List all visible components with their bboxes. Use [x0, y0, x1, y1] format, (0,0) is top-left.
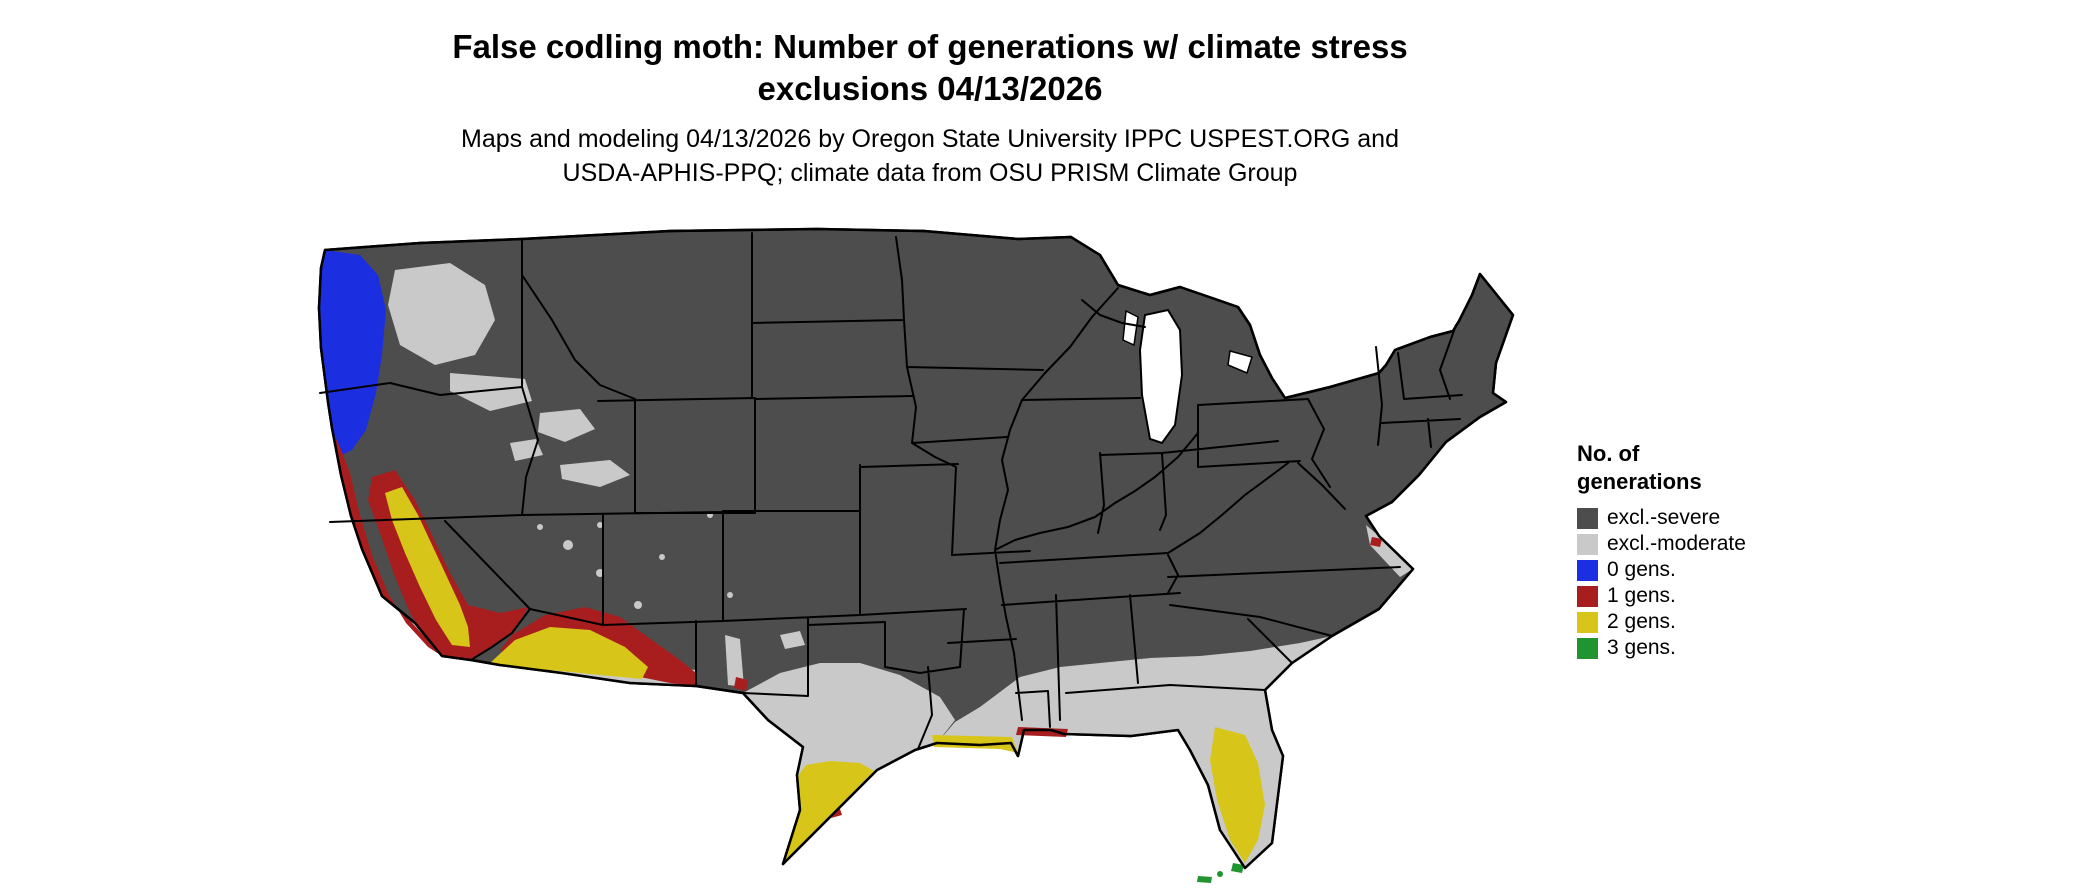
legend: No. of generations excl.-severe excl.-mo…	[1577, 440, 1837, 661]
legend-swatch-3-gens	[1577, 637, 1598, 659]
legend-swatch-2-gens	[1577, 611, 1598, 633]
subtitle-line-2: USDA-APHIS-PPQ; climate data from OSU PR…	[562, 159, 1298, 187]
map-title: False codling moth: Number of generation…	[0, 26, 1860, 110]
map-layer-2-gens	[385, 487, 1265, 864]
legend-items: excl.-severe excl.-moderate 0 gens. 1 ge…	[1577, 505, 1837, 661]
subtitle-line-1: Maps and modeling 04/13/2026 by Oregon S…	[461, 125, 1399, 153]
legend-swatch-excl-moderate	[1577, 533, 1598, 555]
legend-item-1-gens: 1 gens.	[1577, 583, 1837, 609]
legend-swatch-excl-severe	[1577, 507, 1598, 529]
legend-label-excl-moderate: excl.-moderate	[1607, 532, 1746, 555]
legend-label-excl-severe: excl.-severe	[1607, 506, 1721, 529]
legend-label-2-gens: 2 gens.	[1607, 610, 1676, 633]
national-outline	[317, 227, 1515, 870]
legend-swatch-0-gens	[1577, 559, 1598, 581]
green-bay	[1122, 309, 1139, 347]
saginaw-bay	[1227, 350, 1253, 375]
title-line-1: False codling moth: Number of generation…	[452, 28, 1408, 65]
legend-label-3-gens: 3 gens.	[1607, 636, 1676, 659]
map-layer-3-gens	[1197, 863, 1244, 883]
legend-item-excl-moderate: excl.-moderate	[1577, 531, 1837, 557]
map-layer-0-gens	[319, 250, 386, 457]
map-layer-excl-severe	[317, 227, 1515, 870]
lake-michigan	[1138, 308, 1184, 445]
legend-item-0-gens: 0 gens.	[1577, 557, 1837, 583]
us-map	[300, 215, 1540, 892]
title-line-2: exclusions 04/13/2026	[757, 70, 1103, 107]
legend-item-excl-severe: excl.-severe	[1577, 505, 1837, 531]
legend-swatch-1-gens	[1577, 585, 1598, 607]
legend-label-0-gens: 0 gens.	[1607, 558, 1676, 581]
legend-title-line-1: No. of	[1577, 441, 1640, 466]
legend-item-2-gens: 2 gens.	[1577, 609, 1837, 635]
great-lakes	[1122, 308, 1253, 445]
state-borders	[319, 232, 1463, 750]
legend-title-line-2: generations	[1577, 469, 1702, 494]
map-canvas	[317, 227, 1515, 883]
legend-item-3-gens: 3 gens.	[1577, 635, 1837, 661]
map-subtitle: Maps and modeling 04/13/2026 by Oregon S…	[0, 122, 1860, 190]
legend-label-1-gens: 1 gens.	[1607, 584, 1676, 607]
